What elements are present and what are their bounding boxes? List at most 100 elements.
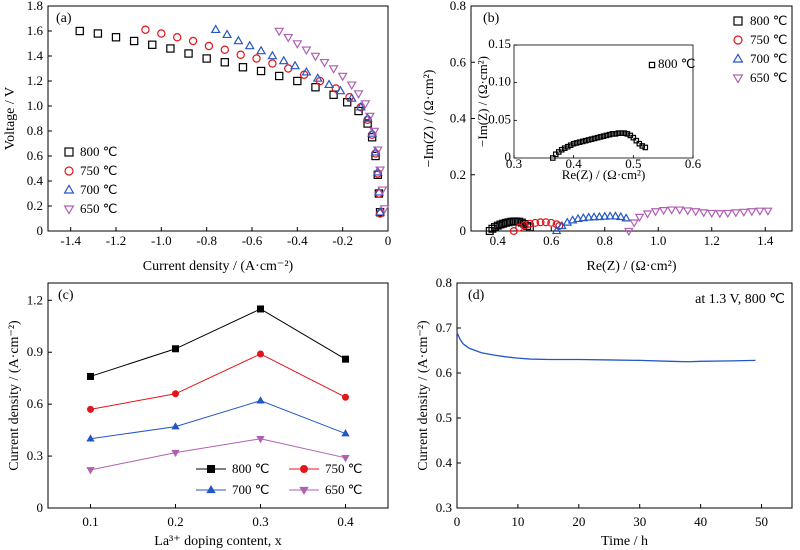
panel-a-point: [172, 33, 182, 42]
panel-b-xtick-label: 0.4: [490, 233, 507, 248]
panel-b-inset-ylabel: −Im(Z) / (Ω·cm²): [475, 56, 490, 147]
panel-a-xtick-label: -0.4: [287, 233, 308, 248]
panel-b-point: [499, 219, 508, 228]
panel-a-point: [369, 127, 380, 137]
panel-b-point: [493, 221, 502, 230]
panel-a-ytick-label: 0: [37, 223, 44, 238]
panel-b-inset-point: [618, 130, 625, 136]
panel-b-legend-label: 800 ℃: [750, 13, 787, 28]
panel-b-ytick-label: 0.6: [450, 54, 467, 69]
panel-a-legend-label: 750 ℃: [80, 163, 117, 178]
panel-c-point: [341, 429, 350, 437]
panel-a-point: [371, 151, 380, 161]
panel-b-inset-legend-label: 800 ℃: [658, 56, 695, 71]
panel-d-frame: [456, 282, 793, 509]
panel-c-ylabel: Current density / (A·cm⁻²): [7, 320, 22, 471]
panel-a-point: [370, 146, 381, 156]
panel-b-inset-point: [558, 146, 565, 153]
panel-a-point: [274, 27, 285, 37]
panel-a-point: [375, 166, 386, 176]
panel-b-point: [739, 208, 749, 217]
panel-b-point: [547, 218, 556, 227]
panel-b-point: [755, 207, 765, 216]
panel-d-ytick-label: 0.7: [436, 320, 453, 335]
panel-b-legend-marker: [732, 53, 744, 63]
panel-b-point: [714, 210, 725, 219]
panel-a-point: [367, 133, 377, 142]
panel-d-ytick-label: 0.3: [436, 500, 452, 515]
panel-c-legend-label: 800 ℃: [232, 461, 269, 476]
panel-a-point: [362, 113, 373, 122]
panel-c-xtick-label: 0.1: [82, 514, 98, 529]
panel-a-point: [204, 41, 214, 51]
panel-b-point: [690, 208, 701, 217]
panel-b-point: [629, 219, 639, 228]
panel-a-point: [184, 49, 193, 58]
panel-b-legend-label: 650 ℃: [750, 70, 787, 85]
panel-b-point: [541, 218, 550, 227]
panel-b-inset-ytick-label: 0.05: [488, 111, 511, 126]
panel-b-legend-label: 750 ℃: [750, 32, 787, 47]
panel-a-point: [324, 79, 335, 89]
panel-c-point: [256, 396, 265, 404]
panel-a-point: [267, 50, 278, 60]
panel-d-xtick-label: 20: [572, 514, 585, 529]
panel-d: (d) at 1.3 V, 800 ℃ 0 10 20 30 40 50 0.3 0.4 0.5…: [416, 275, 793, 549]
panel-a-xtick-label: -0.6: [242, 233, 263, 248]
panel-a-ytick-label: 1.2: [27, 73, 43, 88]
panel-a-point: [236, 50, 245, 59]
panel-a-point: [310, 52, 321, 62]
panel-b: (b) 0.4 0.6 0.8 1.0 1.2 1.4 0 0.2 0.4 0.6 0.8 Re(Z)…: [422, 0, 793, 274]
panel-b-point: [583, 212, 594, 221]
panel-b-point: [682, 207, 693, 216]
panel-b-xtick-label: 1.4: [757, 233, 774, 248]
panel-b-inset-xtick-label: 0.6: [685, 156, 702, 171]
panel-c-point: [172, 390, 179, 398]
panel-a-xtick-label: -1.4: [60, 233, 81, 248]
panel-b-point: [520, 221, 529, 230]
panel-b-inset-point: [633, 137, 640, 144]
panel-b-point: [621, 213, 631, 222]
panel-a-legend-label: 800 ℃: [80, 144, 117, 159]
panel-a-point: [353, 90, 364, 99]
panel-b-point: [555, 221, 564, 230]
panel-a-point: [355, 101, 366, 111]
panel-c-legend-marker: [299, 486, 309, 496]
panel-a-point: [346, 81, 357, 91]
panel-b-point: [567, 215, 578, 224]
panel-a-point: [346, 93, 357, 102]
panel-a-point: [375, 206, 386, 216]
panel-c-xtick-label: 0.2: [167, 514, 183, 529]
panel-b-xtick-label: 0.6: [543, 233, 560, 248]
panel-a-point: [233, 35, 244, 45]
panel-c-point: [87, 405, 94, 413]
panel-a-xtick-label: -1.2: [106, 233, 127, 248]
panel-b-inset-xlabel: Re(Z) / (Ω·cm²): [562, 167, 646, 182]
panel-b-inset-legend-marker: [648, 61, 656, 69]
panel-b-inset-point: [630, 134, 637, 141]
panel-a-point: [290, 60, 301, 70]
panel-b-point: [624, 227, 634, 237]
panel-a-ytick-label: 1.4: [27, 48, 44, 63]
panel-b-point: [515, 217, 524, 226]
panel-d-xtick-label: 30: [633, 514, 646, 529]
panel-b-point: [616, 211, 626, 221]
panel-a-point: [166, 44, 175, 53]
panel-c-series-line: [90, 400, 346, 440]
panel-b-inset-point: [624, 131, 631, 137]
panel-d-ytick-label: 0.4: [436, 455, 453, 470]
panel-b-inset-point: [609, 131, 616, 137]
panel-b-legend-marker: [732, 74, 744, 84]
panel-c-series-line: [90, 353, 346, 410]
panel-c-point: [172, 345, 179, 353]
panel-a-legend-marker: [63, 184, 75, 194]
panel-a-xtick-label: -1.0: [151, 233, 172, 248]
panel-b-point: [491, 223, 500, 232]
panel-c-ytick-label: 0: [37, 500, 44, 515]
panel-c-point: [87, 372, 94, 380]
panel-b-point: [589, 212, 599, 221]
panel-a-ytick-label: 1.0: [27, 98, 43, 113]
panel-b-inset-point: [600, 133, 607, 139]
panel-b-legend-marker: [733, 35, 743, 45]
